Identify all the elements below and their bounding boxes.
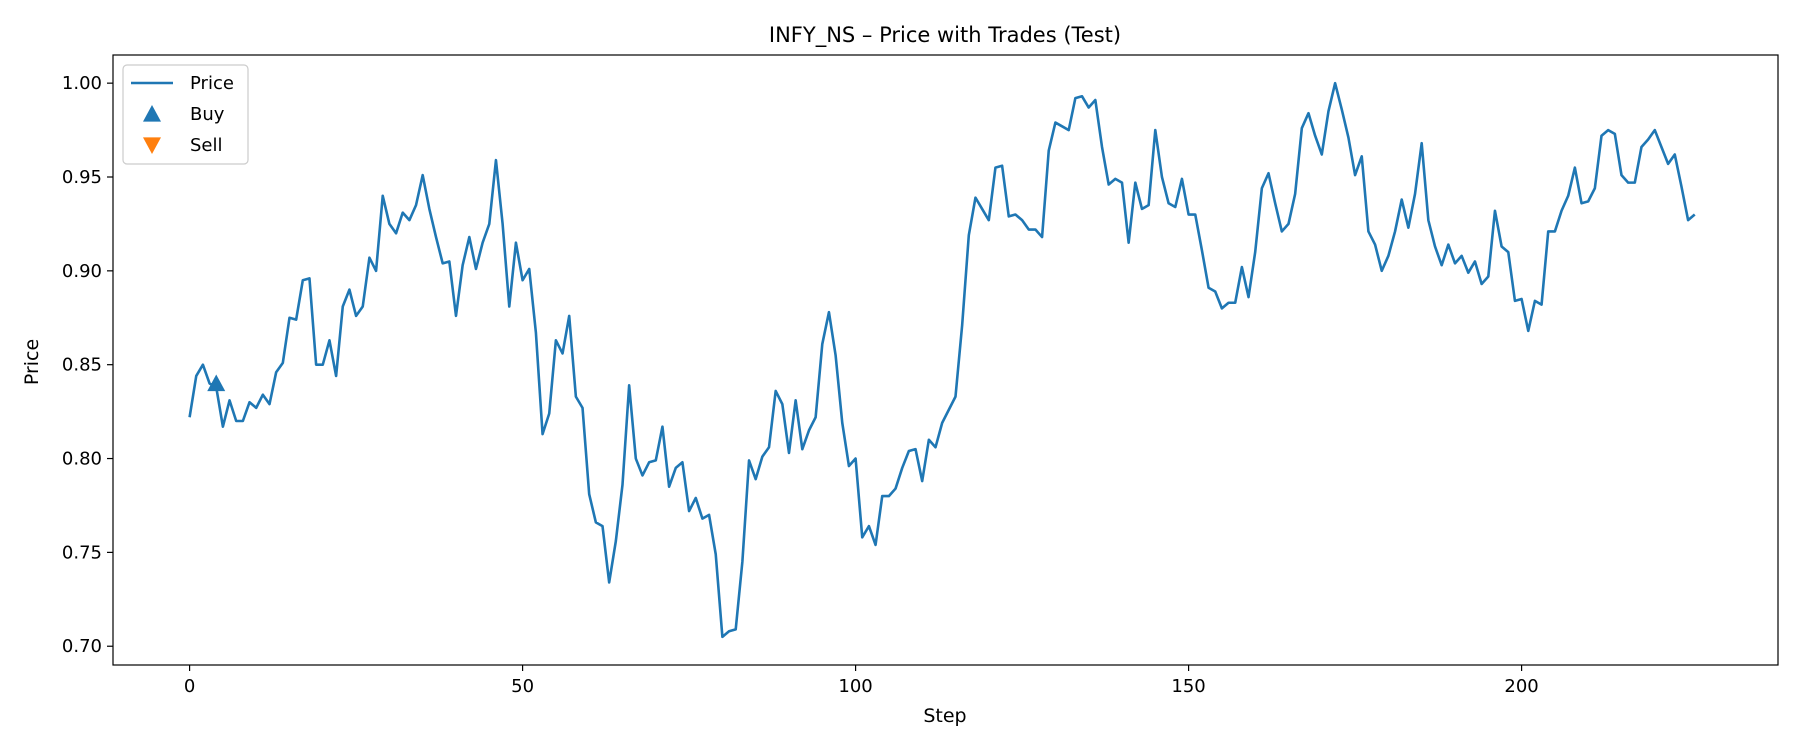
- legend-sell-triangle-icon: [143, 137, 161, 154]
- legend-buy-triangle-icon: [143, 105, 161, 122]
- chart-title: INFY_NS – Price with Trades (Test): [769, 23, 1121, 48]
- y-axis: 0.70 0.75 0.80 0.85 0.90 0.95 1.00: [62, 73, 113, 657]
- legend-label: Price: [190, 73, 234, 94]
- x-tick-label: 100: [838, 676, 872, 697]
- x-tick-label: 200: [1504, 676, 1538, 697]
- legend-label: Buy: [190, 104, 225, 125]
- y-tick-label: 0.75: [62, 542, 102, 563]
- y-tick-label: 0.85: [62, 355, 102, 376]
- buy-marker: [207, 374, 226, 392]
- plot-area: [112, 54, 1779, 666]
- y-tick-label: 0.95: [62, 167, 102, 188]
- x-tick-label: 0: [184, 676, 195, 697]
- y-tick-label: 0.90: [62, 261, 102, 282]
- legend: Price Buy Sell: [122, 64, 249, 165]
- x-axis: 0 50 100 150 200: [184, 665, 1539, 697]
- series-layer: [188, 81, 1696, 639]
- price-series-line: [188, 81, 1696, 639]
- y-tick-label: 0.70: [62, 636, 102, 657]
- x-axis-label: Step: [923, 705, 966, 727]
- legend-label: Sell: [190, 135, 223, 156]
- y-axis-label: Price: [21, 339, 43, 385]
- trade-markers: [207, 374, 226, 392]
- y-tick-label: 1.00: [62, 73, 102, 94]
- x-tick-label: 50: [511, 676, 534, 697]
- x-tick-label: 150: [1171, 676, 1205, 697]
- y-tick-label: 0.80: [62, 449, 102, 470]
- plot-frame: [112, 54, 1779, 666]
